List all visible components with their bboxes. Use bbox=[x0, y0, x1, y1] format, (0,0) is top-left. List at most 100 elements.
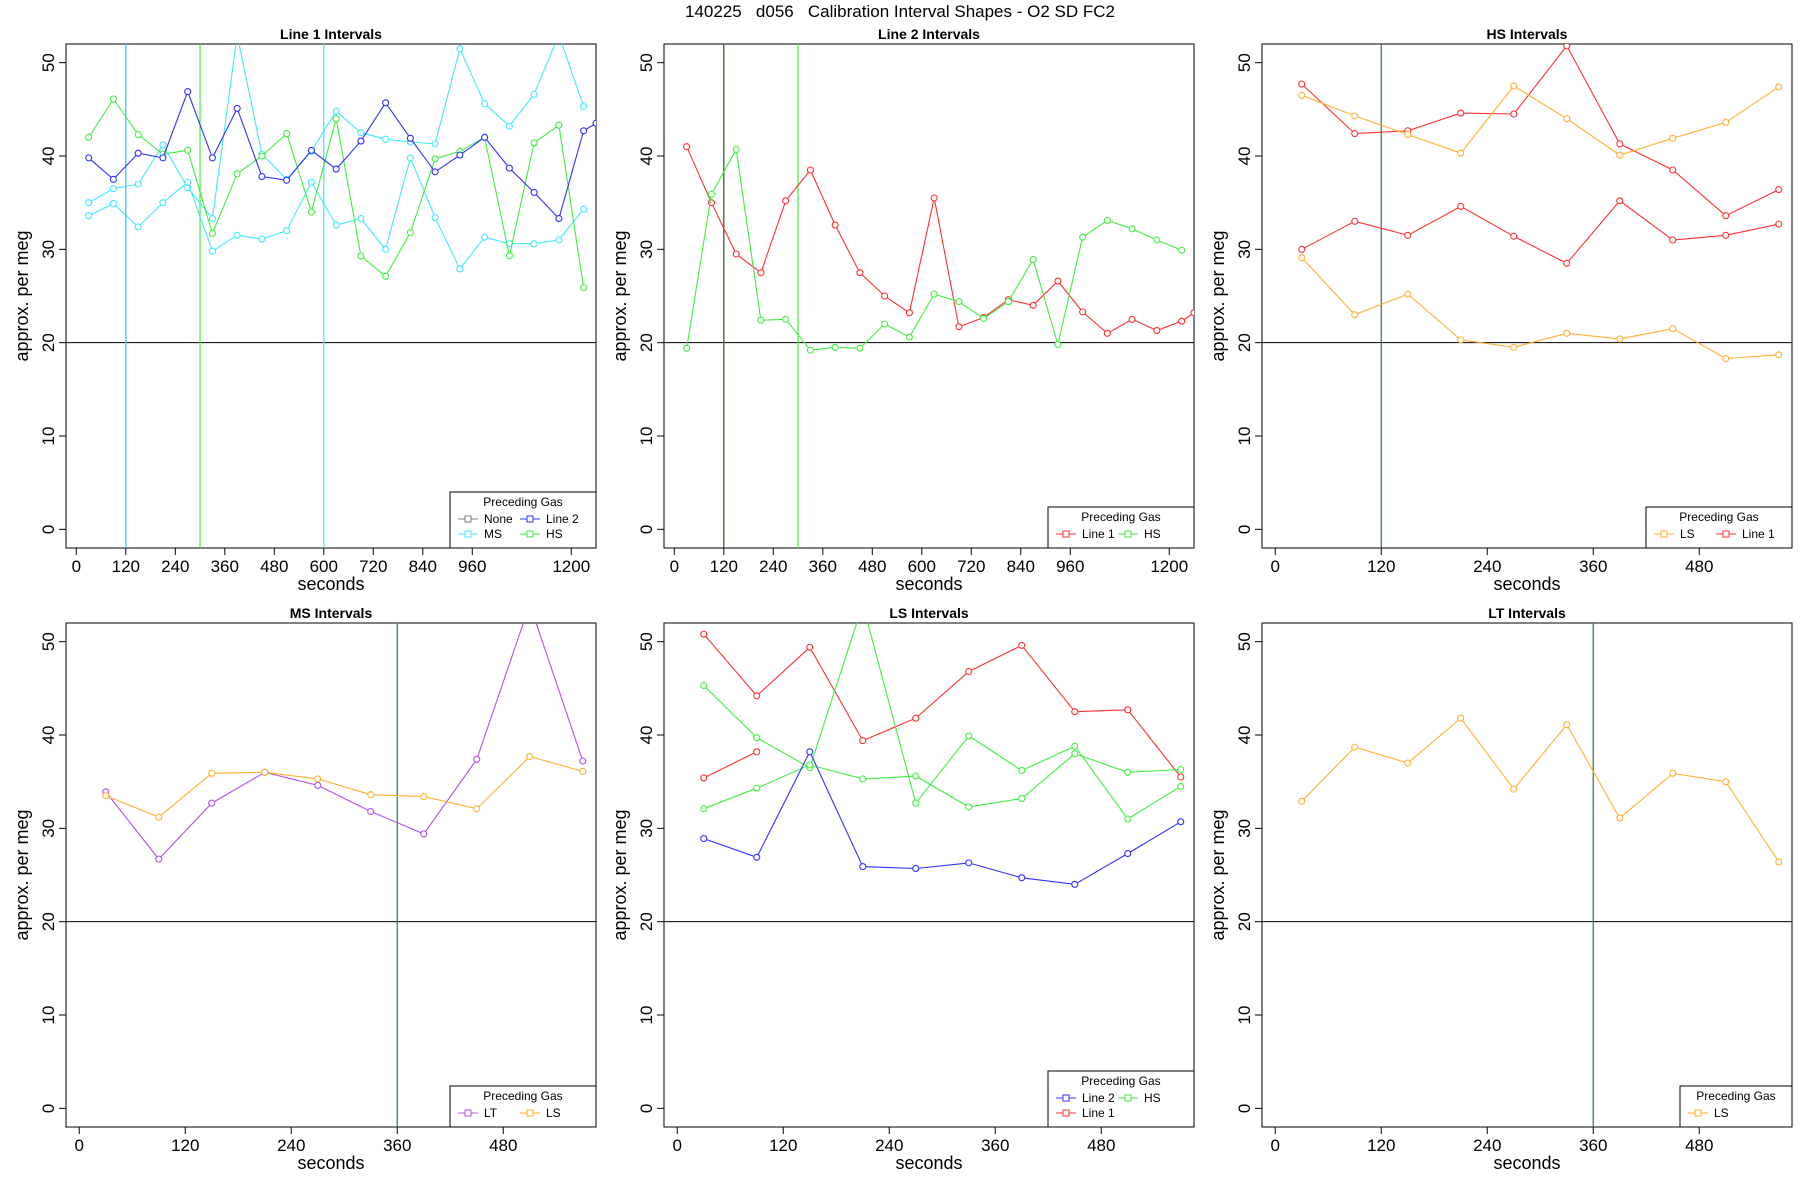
legend-entry-label: LS bbox=[1714, 1106, 1729, 1120]
data-point bbox=[1079, 308, 1087, 316]
y-axis-label: approx. per meg bbox=[12, 809, 32, 940]
y-tick-label: 10 bbox=[1235, 1006, 1254, 1025]
plot-area bbox=[664, 623, 1194, 923]
y-tick-label: 40 bbox=[637, 726, 656, 745]
y-tick-label: 20 bbox=[637, 333, 656, 352]
legend-swatch-marker bbox=[464, 1109, 472, 1117]
data-point bbox=[456, 265, 464, 273]
data-point bbox=[1510, 82, 1518, 90]
data-point bbox=[753, 734, 761, 742]
data-point bbox=[109, 200, 117, 208]
data-point bbox=[526, 752, 534, 761]
data-point bbox=[912, 772, 920, 780]
data-point bbox=[1071, 742, 1079, 750]
x-tick-label: 0 bbox=[1271, 1136, 1280, 1155]
data-point bbox=[307, 178, 315, 186]
data-point bbox=[1669, 166, 1677, 174]
data-point bbox=[1510, 232, 1518, 240]
data-point bbox=[1177, 773, 1185, 781]
data-point bbox=[912, 864, 920, 873]
y-axis-label: approx. per meg bbox=[610, 230, 630, 361]
data-point bbox=[580, 205, 588, 213]
legend-title: Preceding Gas bbox=[1679, 510, 1758, 524]
data-point bbox=[753, 748, 761, 756]
x-axis-label: seconds bbox=[297, 1153, 364, 1173]
data-point bbox=[1190, 309, 1194, 317]
x-tick-label: 240 bbox=[277, 1136, 305, 1155]
x-tick-label: 120 bbox=[710, 557, 738, 576]
panel-title: Line 1 Intervals bbox=[280, 26, 382, 42]
data-point bbox=[1124, 849, 1132, 858]
legend-box bbox=[449, 1085, 597, 1128]
legend-swatch-marker bbox=[464, 530, 472, 538]
data-point bbox=[261, 768, 269, 776]
data-point bbox=[159, 141, 167, 149]
data-point bbox=[505, 122, 513, 130]
data-point bbox=[155, 855, 163, 863]
data-point bbox=[1722, 212, 1730, 220]
x-tick-label: 120 bbox=[112, 557, 140, 576]
data-point bbox=[1079, 233, 1087, 241]
x-tick-label: 0 bbox=[1271, 557, 1280, 576]
data-point bbox=[1018, 794, 1026, 803]
data-point bbox=[1775, 858, 1783, 866]
x-tick-label: 240 bbox=[161, 557, 189, 576]
data-point bbox=[1103, 216, 1111, 224]
data-point bbox=[314, 775, 322, 783]
data-point bbox=[1018, 874, 1026, 882]
data-point bbox=[1029, 256, 1037, 264]
data-point bbox=[420, 793, 428, 801]
panel-1: Line 1 Intervals 0 120 240 360 480 600 720 840 96… bbox=[12, 26, 597, 594]
data-point bbox=[1563, 721, 1571, 729]
data-point bbox=[134, 223, 142, 231]
legend-swatch-marker bbox=[526, 515, 534, 523]
x-tick-label: 960 bbox=[458, 557, 486, 576]
data-point bbox=[208, 229, 216, 238]
x-tick-label: 360 bbox=[383, 1136, 411, 1155]
data-point bbox=[580, 284, 588, 292]
legend-entry-label: Line 1 bbox=[1742, 527, 1775, 541]
legend-entry-label: LT bbox=[484, 1106, 498, 1120]
data-point bbox=[1563, 259, 1571, 267]
figure-title: 140225 d056 Calibration Interval Shapes … bbox=[685, 2, 1115, 21]
data-point bbox=[1351, 130, 1359, 138]
data-point bbox=[456, 151, 464, 159]
x-tick-label: 480 bbox=[260, 557, 288, 576]
y-tick-label: 40 bbox=[39, 147, 58, 166]
panel-6: LT Intervals 0 120 240 360 480 seconds 0 10 20 30 4… bbox=[1208, 605, 1793, 1173]
data-point bbox=[700, 805, 708, 813]
data-point bbox=[1457, 109, 1465, 117]
legend-swatch-marker bbox=[1062, 1109, 1070, 1117]
data-point bbox=[1563, 44, 1571, 50]
y-tick-label: 40 bbox=[39, 726, 58, 745]
data-point bbox=[184, 146, 192, 154]
x-tick-label: 120 bbox=[1367, 557, 1395, 576]
x-tick-label: 360 bbox=[211, 557, 239, 576]
x-tick-label: 240 bbox=[1473, 1136, 1501, 1155]
series-line-line-2 bbox=[88, 90, 596, 220]
data-point bbox=[1018, 641, 1026, 649]
data-point bbox=[856, 269, 864, 277]
data-point bbox=[806, 166, 814, 174]
data-point bbox=[580, 102, 588, 111]
data-point bbox=[1128, 225, 1136, 233]
x-tick-label: 240 bbox=[875, 1136, 903, 1155]
legend-entry-label: Line 1 bbox=[1082, 527, 1115, 541]
plot-frame bbox=[65, 622, 597, 1128]
data-point bbox=[505, 252, 513, 260]
data-point bbox=[1404, 290, 1412, 298]
plot-frame bbox=[663, 622, 1195, 1128]
legend-entry-label: MS bbox=[484, 527, 502, 541]
data-point bbox=[1298, 91, 1306, 99]
data-point bbox=[1404, 759, 1412, 767]
data-point bbox=[406, 228, 414, 237]
legend: Preceding Gas Line 1 HS bbox=[1047, 506, 1195, 549]
data-point bbox=[905, 309, 913, 317]
data-point bbox=[332, 107, 340, 115]
series-line-line-1 bbox=[703, 751, 758, 779]
data-point bbox=[1298, 797, 1306, 805]
data-point bbox=[234, 32, 240, 38]
x-tick-label: 120 bbox=[769, 1136, 797, 1155]
legend-box bbox=[1645, 506, 1793, 549]
data-point bbox=[357, 252, 365, 260]
